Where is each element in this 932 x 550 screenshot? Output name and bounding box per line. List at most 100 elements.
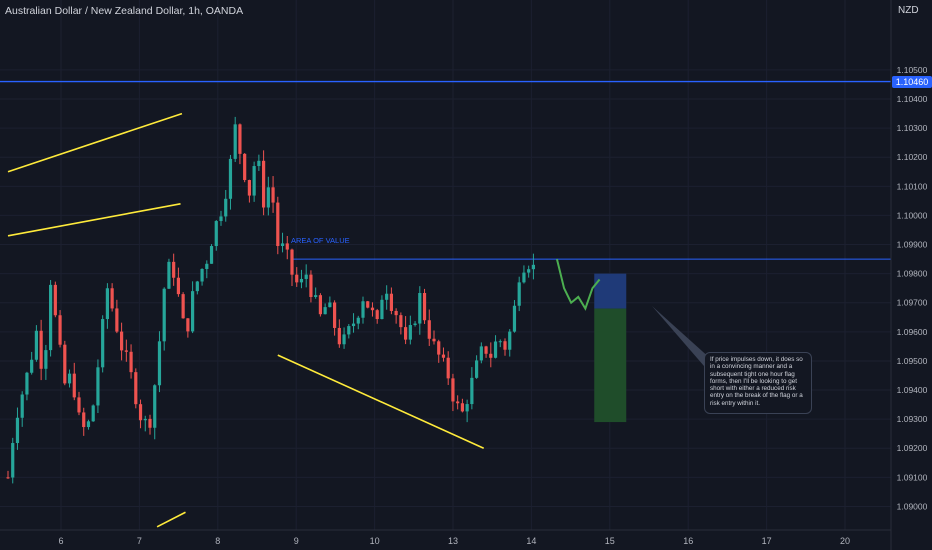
candle-body: [58, 315, 62, 345]
candle-body: [86, 421, 91, 428]
candle-body: [366, 301, 370, 308]
candle-body: [493, 341, 498, 358]
callout-pointer: [652, 306, 712, 366]
candle-body: [460, 403, 464, 412]
time-tick-label: 17: [762, 536, 772, 546]
projected-price-line: [555, 258, 601, 311]
candle-body: [446, 357, 450, 379]
trendline: [7, 203, 181, 237]
candle-body: [394, 310, 398, 316]
candle-body: [25, 372, 29, 395]
candle-body: [186, 318, 190, 332]
candle-body: [304, 274, 308, 279]
candle-body: [252, 166, 256, 196]
candle-body: [30, 359, 34, 373]
current-price-badge: 1.10460: [892, 75, 932, 88]
price-tick-label: 1.10100: [897, 181, 928, 191]
candle-body: [101, 319, 105, 368]
candle-body: [451, 378, 455, 402]
candle-body: [427, 320, 431, 339]
candle-body: [437, 341, 441, 355]
trade-idea-note[interactable]: If price impulses down, it does so in a …: [704, 352, 812, 414]
time-tick-label: 7: [137, 536, 142, 546]
candle-body: [233, 124, 237, 159]
candle-body: [181, 294, 185, 319]
candle-body: [15, 417, 20, 444]
price-tick-label: 1.10000: [897, 210, 928, 220]
candle-body: [110, 288, 114, 309]
candle-body: [271, 187, 275, 203]
projection-path: [555, 258, 601, 311]
time-tick-label: 20: [840, 536, 850, 546]
candle-body: [153, 385, 157, 428]
time-tick-label: 8: [215, 536, 220, 546]
candle-body: [11, 443, 15, 478]
candle-body: [498, 341, 502, 343]
candle-body: [356, 317, 360, 324]
candle-body: [295, 274, 299, 283]
candle-body: [351, 323, 356, 327]
price-tick-label: 1.09300: [897, 414, 928, 424]
candle-body: [276, 202, 280, 247]
candle-body: [91, 405, 95, 422]
candle-body: [347, 326, 351, 335]
candle-body: [195, 281, 199, 292]
price-tick-label: 1.10300: [897, 123, 928, 133]
target-zone: [594, 308, 627, 423]
candle-body: [219, 216, 223, 222]
trendlines: [7, 112, 485, 528]
candle-body: [191, 291, 195, 332]
price-tick-label: 1.10400: [897, 94, 928, 104]
price-currency-label: NZD: [898, 5, 919, 16]
candle-body: [517, 282, 521, 306]
trendline: [7, 112, 183, 173]
candle-body: [124, 350, 128, 352]
candle-body: [20, 394, 24, 418]
price-tick-label: 1.09400: [897, 385, 928, 395]
candle-body: [257, 160, 261, 167]
candle-body: [280, 243, 285, 247]
candle-body: [49, 284, 53, 351]
trendline: [277, 354, 485, 449]
candle-body: [143, 418, 147, 421]
time-tick-label: 6: [58, 536, 63, 546]
candle-body: [441, 354, 446, 358]
time-tick-label: 16: [683, 536, 693, 546]
price-tick-label: 1.09100: [897, 472, 928, 482]
candle-body: [129, 351, 133, 373]
candle-body: [404, 327, 408, 340]
candle-body: [72, 373, 76, 398]
candle-body: [399, 315, 403, 328]
time-tick-label: 15: [605, 536, 615, 546]
candle-body: [120, 331, 124, 351]
price-tick-label: 1.09900: [897, 240, 928, 250]
time-tick-label: 13: [448, 536, 458, 546]
candle-body: [44, 350, 48, 369]
candle-body: [82, 412, 86, 428]
trendline: [156, 511, 186, 528]
candle-body: [508, 331, 512, 350]
candle-body: [228, 158, 233, 199]
candle-body: [77, 397, 81, 413]
candle-body: [389, 293, 393, 311]
candle-body: [200, 268, 204, 282]
candle-body: [418, 293, 422, 324]
candle-body: [53, 284, 57, 316]
candle-body: [214, 221, 218, 247]
candle-body: [266, 187, 270, 208]
candle-body: [6, 477, 10, 479]
risk-reward-zones: [594, 273, 627, 423]
candle-body: [318, 295, 322, 315]
candle-body: [370, 307, 375, 311]
area-of-value-label: AREA OF VALUE: [291, 236, 350, 245]
time-tick-label: 9: [294, 536, 299, 546]
candle-body: [385, 293, 389, 300]
candle-body: [115, 308, 119, 332]
candle-body: [67, 373, 72, 384]
candle-body: [314, 295, 318, 297]
price-tick-label: 1.09000: [897, 501, 928, 511]
